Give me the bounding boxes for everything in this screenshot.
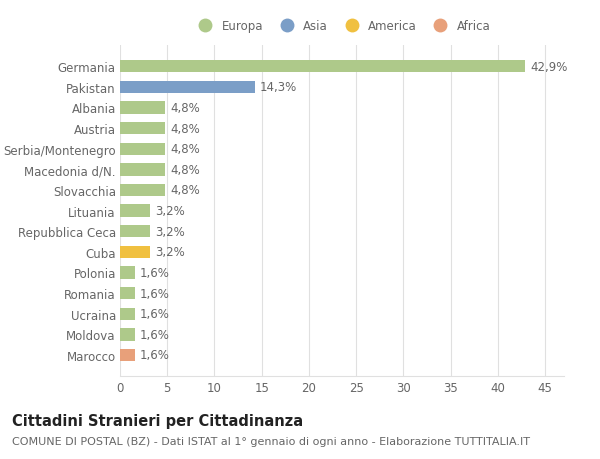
- Text: 3,2%: 3,2%: [155, 246, 185, 259]
- Text: 4,8%: 4,8%: [170, 163, 200, 176]
- Bar: [120, 308, 135, 320]
- Text: Cittadini Stranieri per Cittadinanza: Cittadini Stranieri per Cittadinanza: [12, 413, 303, 428]
- Text: 3,2%: 3,2%: [155, 205, 185, 218]
- Bar: [120, 205, 150, 217]
- Text: 1,6%: 1,6%: [140, 308, 170, 320]
- Bar: [120, 61, 525, 73]
- Bar: [120, 82, 255, 94]
- Bar: [120, 164, 166, 176]
- Bar: [120, 185, 166, 197]
- Legend: Europa, Asia, America, Africa: Europa, Asia, America, Africa: [193, 21, 491, 34]
- Text: COMUNE DI POSTAL (BZ) - Dati ISTAT al 1° gennaio di ogni anno - Elaborazione TUT: COMUNE DI POSTAL (BZ) - Dati ISTAT al 1°…: [12, 436, 530, 446]
- Bar: [120, 246, 150, 258]
- Text: 14,3%: 14,3%: [260, 81, 297, 94]
- Text: 4,8%: 4,8%: [170, 123, 200, 135]
- Text: 1,6%: 1,6%: [140, 349, 170, 362]
- Bar: [120, 123, 166, 135]
- Text: 1,6%: 1,6%: [140, 328, 170, 341]
- Bar: [120, 287, 135, 300]
- Bar: [120, 329, 135, 341]
- Bar: [120, 102, 166, 114]
- Text: 42,9%: 42,9%: [530, 61, 568, 73]
- Bar: [120, 267, 135, 279]
- Bar: [120, 225, 150, 238]
- Text: 4,8%: 4,8%: [170, 102, 200, 115]
- Text: 4,8%: 4,8%: [170, 184, 200, 197]
- Text: 4,8%: 4,8%: [170, 143, 200, 156]
- Text: 3,2%: 3,2%: [155, 225, 185, 238]
- Text: 1,6%: 1,6%: [140, 266, 170, 280]
- Bar: [120, 349, 135, 361]
- Text: 1,6%: 1,6%: [140, 287, 170, 300]
- Bar: [120, 143, 166, 156]
